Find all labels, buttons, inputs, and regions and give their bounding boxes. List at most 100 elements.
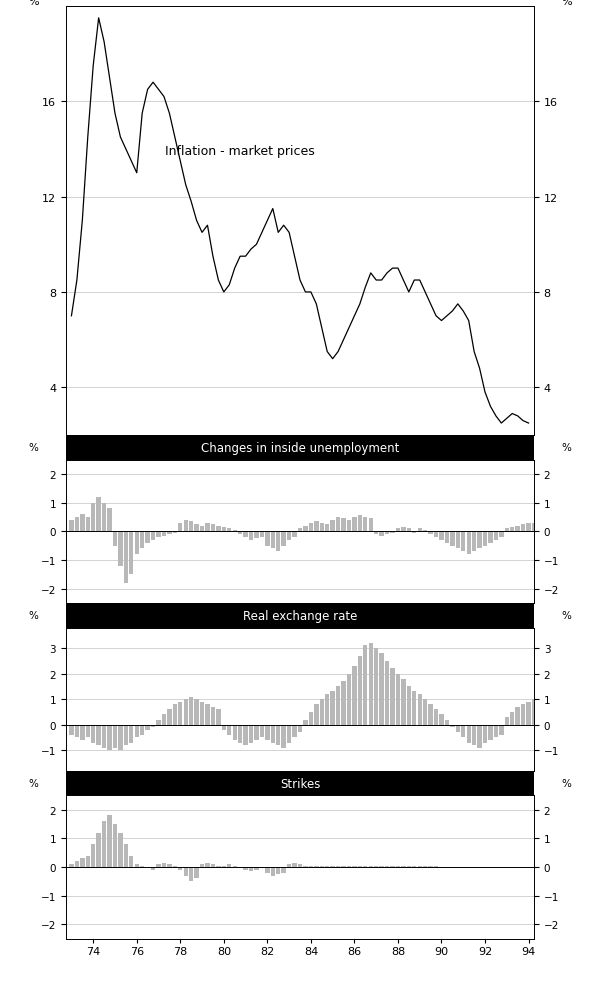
Bar xyxy=(194,525,199,531)
Bar xyxy=(499,725,503,736)
Bar xyxy=(494,725,498,738)
Bar xyxy=(314,705,319,725)
Bar xyxy=(260,725,264,738)
Bar xyxy=(515,707,520,725)
Bar xyxy=(368,643,373,725)
Bar xyxy=(162,715,166,725)
Bar xyxy=(292,725,297,738)
Bar xyxy=(184,521,188,531)
Bar xyxy=(505,867,509,869)
Bar xyxy=(178,524,182,531)
Bar xyxy=(265,531,269,546)
Bar xyxy=(124,725,128,745)
Bar xyxy=(140,725,145,736)
Bar xyxy=(86,856,90,867)
Bar xyxy=(167,865,172,867)
Bar xyxy=(134,865,139,867)
Bar xyxy=(221,725,226,730)
Bar xyxy=(244,725,248,745)
Text: Real exchange rate: Real exchange rate xyxy=(243,609,357,622)
Bar xyxy=(151,531,155,540)
Bar xyxy=(244,867,248,870)
Bar xyxy=(347,521,351,531)
Bar xyxy=(341,681,346,725)
Text: %: % xyxy=(562,0,572,7)
Bar xyxy=(205,705,209,725)
Bar xyxy=(227,865,232,867)
Bar xyxy=(189,867,193,881)
Bar xyxy=(412,692,416,725)
Bar xyxy=(145,725,150,730)
Bar xyxy=(532,867,536,869)
Bar xyxy=(216,710,221,725)
Bar xyxy=(445,720,449,725)
Bar xyxy=(292,863,297,867)
Bar xyxy=(526,524,531,531)
Bar xyxy=(145,531,150,543)
Bar xyxy=(483,725,487,742)
Bar xyxy=(69,725,74,736)
Bar xyxy=(129,725,133,742)
Bar xyxy=(407,686,411,725)
Bar xyxy=(211,707,215,725)
Bar xyxy=(455,725,460,733)
Bar xyxy=(233,725,237,740)
Bar xyxy=(205,863,209,867)
Bar xyxy=(461,725,466,738)
Bar xyxy=(249,725,253,742)
Bar xyxy=(526,867,531,869)
Bar xyxy=(107,815,112,867)
Bar xyxy=(134,531,139,554)
Bar xyxy=(151,867,155,870)
Bar xyxy=(200,702,204,725)
Bar xyxy=(532,524,536,531)
Bar xyxy=(368,519,373,531)
Bar xyxy=(97,725,101,745)
Bar xyxy=(271,725,275,742)
Bar xyxy=(281,725,286,748)
Bar xyxy=(461,531,466,552)
Bar xyxy=(472,531,476,552)
Bar xyxy=(341,519,346,531)
Bar xyxy=(379,654,384,725)
Bar xyxy=(221,528,226,531)
Bar xyxy=(287,531,291,540)
Bar xyxy=(505,528,509,531)
Bar xyxy=(260,867,264,869)
Bar xyxy=(189,522,193,531)
Bar xyxy=(478,531,482,549)
Text: %: % xyxy=(28,610,38,620)
Bar xyxy=(157,720,161,725)
Bar xyxy=(478,725,482,748)
Bar xyxy=(494,531,498,540)
Bar xyxy=(488,531,493,543)
Bar xyxy=(483,531,487,546)
Bar xyxy=(298,528,302,531)
Bar xyxy=(396,528,400,531)
Bar xyxy=(91,503,95,531)
Bar xyxy=(434,531,438,537)
Bar xyxy=(358,516,362,531)
Bar xyxy=(418,694,422,725)
Bar xyxy=(184,699,188,725)
Bar xyxy=(113,725,117,748)
Bar xyxy=(69,865,74,867)
Bar xyxy=(276,725,280,745)
Bar xyxy=(314,866,319,867)
Bar xyxy=(292,531,297,537)
Bar xyxy=(521,867,525,869)
Bar xyxy=(325,525,329,531)
Bar xyxy=(499,531,503,537)
Bar xyxy=(439,715,443,725)
Bar xyxy=(86,518,90,531)
Bar xyxy=(189,697,193,725)
Bar xyxy=(86,725,90,738)
Bar xyxy=(118,833,122,867)
Bar xyxy=(140,531,145,549)
Bar xyxy=(113,824,117,867)
Bar xyxy=(347,673,351,725)
Bar xyxy=(374,531,379,534)
Bar xyxy=(157,865,161,867)
Bar xyxy=(510,712,514,725)
Text: Inflation - market prices: Inflation - market prices xyxy=(165,145,315,158)
